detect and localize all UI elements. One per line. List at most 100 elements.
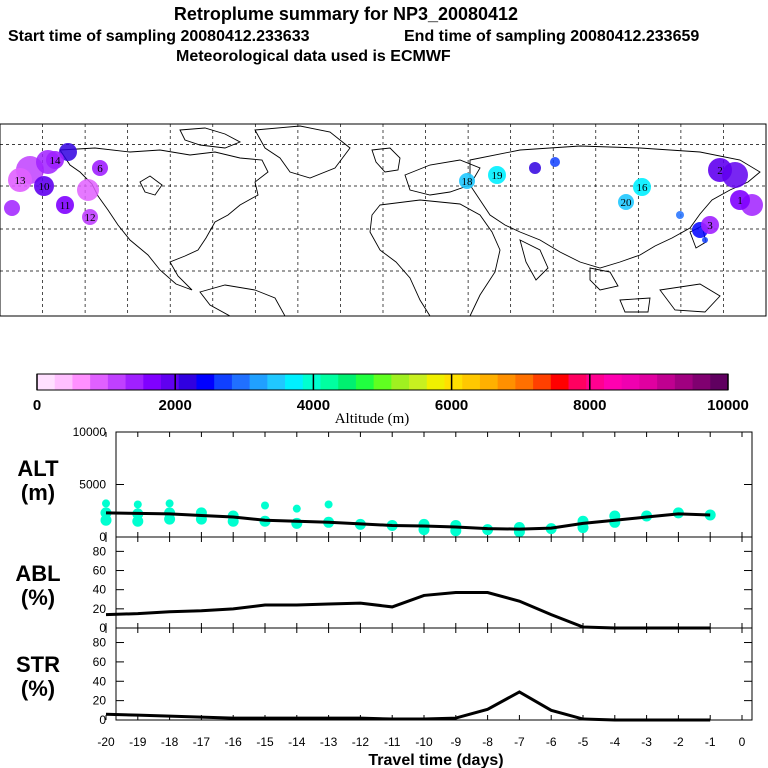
- alt-scatter-point: [261, 501, 269, 510]
- panel-unit: (m): [21, 480, 55, 505]
- colorbar-cell: [692, 374, 711, 390]
- colorbar-cell: [338, 374, 357, 390]
- chart-title: Retroplume summary for NP3_20080412: [174, 4, 518, 24]
- colorbar-cell: [462, 374, 481, 390]
- plume-marker: [459, 173, 475, 189]
- end-time-label: End time of sampling 20080412.233659: [404, 28, 699, 45]
- colorbar-cell: [107, 374, 127, 390]
- alt-scatter-point: [291, 517, 303, 529]
- colorbar-cell: [621, 374, 640, 390]
- panel-label: ABL: [15, 561, 60, 586]
- plume-marker-label: 6: [97, 163, 103, 175]
- colorbar-label: Altitude (m): [335, 411, 410, 427]
- y-tick-label: 40: [93, 583, 107, 597]
- plume-blob: [59, 143, 77, 161]
- x-tick-label: -17: [193, 735, 211, 749]
- x-tick-label: -12: [352, 735, 370, 749]
- plume-marker-label: 19: [492, 170, 504, 182]
- x-tick-label: -1: [705, 735, 716, 749]
- colorbar-cell: [515, 374, 534, 390]
- colorbar-cell: [231, 374, 251, 390]
- plume-marker: [633, 178, 651, 196]
- colorbar-cell: [37, 374, 56, 390]
- y-tick-label: 5000: [79, 478, 106, 492]
- colorbar-cell: [444, 374, 463, 390]
- panel-label: ALT: [17, 456, 59, 481]
- y-tick-label: 20: [93, 694, 107, 708]
- plume-blob: [4, 200, 20, 216]
- panel-frame: [115, 431, 753, 538]
- y-tick-label: 60: [93, 564, 107, 578]
- plume-marker-label: 13: [15, 175, 27, 187]
- plume-marker: [701, 216, 719, 234]
- colorbar-cell: [603, 374, 623, 390]
- alt-scatter-point: [102, 499, 110, 508]
- plume-marker-label: 10: [39, 181, 51, 193]
- colorbar-cell: [54, 374, 73, 390]
- colorbar-cell: [586, 374, 605, 390]
- plume-marker-label: 11: [60, 200, 71, 212]
- colorbar-cell: [90, 374, 109, 390]
- plume-marker: [82, 209, 98, 225]
- x-tick-label: -6: [546, 735, 557, 749]
- x-tick-label: -10: [415, 735, 433, 749]
- plume-marker-label: 12: [85, 212, 96, 224]
- y-tick-label: 20: [93, 602, 107, 616]
- plume-marker: [46, 151, 64, 169]
- panel-str: 80 60 40 20 0 STR(%): [16, 627, 753, 727]
- plume-marker-label: 20: [621, 197, 633, 209]
- colorbar-cells: [37, 374, 729, 390]
- plume-marker: [8, 168, 32, 192]
- panel-abl: 80 60 40 20 0 ABL(%): [15, 536, 753, 635]
- colorbar-cell: [196, 374, 215, 390]
- colorbar-tick-label: 8000: [573, 397, 606, 414]
- colorbar-cell: [639, 374, 658, 390]
- colorbar-cell: [72, 374, 91, 390]
- alt-scatter-point: [100, 514, 112, 526]
- colorbar-cell: [161, 374, 180, 390]
- x-tick-label: 0: [739, 735, 746, 749]
- plume-marker-label: 14: [50, 155, 62, 167]
- y-tick-label: 0: [99, 621, 106, 635]
- x-axis-label: Travel time (days): [368, 752, 503, 768]
- alt-scatter-point: [164, 513, 176, 525]
- series-line-str: [105, 690, 711, 722]
- plume-marker: [56, 196, 74, 214]
- plume-marker-label: 1: [737, 195, 743, 207]
- colorbar-ticks: 0 2000 4000 6000 8000 10000: [33, 374, 749, 414]
- colorbar-cell: [497, 374, 516, 390]
- colorbar-cell: [214, 374, 233, 390]
- x-tick-label: -19: [129, 735, 147, 749]
- plume-marker: [730, 190, 750, 210]
- y-tick-label: 80: [93, 544, 107, 558]
- x-tick-label: -8: [482, 735, 493, 749]
- panel-unit: (%): [21, 676, 55, 701]
- plume-blob: [77, 179, 99, 201]
- x-tick-label: -3: [641, 735, 652, 749]
- x-tick-label: -7: [514, 735, 525, 749]
- colorbar-tick-label: 10000: [707, 397, 749, 414]
- colorbar-cell: [479, 374, 499, 390]
- y-tick-label: 0: [99, 530, 106, 544]
- series-line-abl: [105, 591, 711, 630]
- y-tick-label: 0: [99, 713, 106, 727]
- plume-marker: [34, 176, 54, 196]
- panel-label: STR: [16, 652, 60, 677]
- plume-marker-label: 2: [717, 165, 723, 177]
- y-tick-label: 60: [93, 655, 107, 669]
- start-time-label: Start time of sampling 20080412.233633: [8, 28, 310, 45]
- x-axis: -20 -19 -18 -17 -16 -15 -14 -13 -12 -11 -10 -9 -8 -7-…: [97, 735, 745, 749]
- colorbar-cell: [533, 374, 552, 390]
- colorbar-cell: [710, 374, 729, 390]
- panel-alt: 10000 5000 0 ALT(m): [17, 425, 753, 544]
- x-tick-label: -14: [288, 735, 306, 749]
- colorbar-cell: [285, 374, 304, 390]
- y-tick-label: 10000: [73, 425, 107, 439]
- colorbar-cell: [391, 374, 410, 390]
- colorbar-tick-label: 6000: [435, 397, 468, 414]
- timeseries-panels: 1000050000ALT(m)806040200ABL(%)806040200…: [15, 425, 753, 727]
- colorbar-cell: [302, 374, 321, 390]
- colorbar-cell: [568, 374, 587, 390]
- plume-marker: [488, 166, 506, 184]
